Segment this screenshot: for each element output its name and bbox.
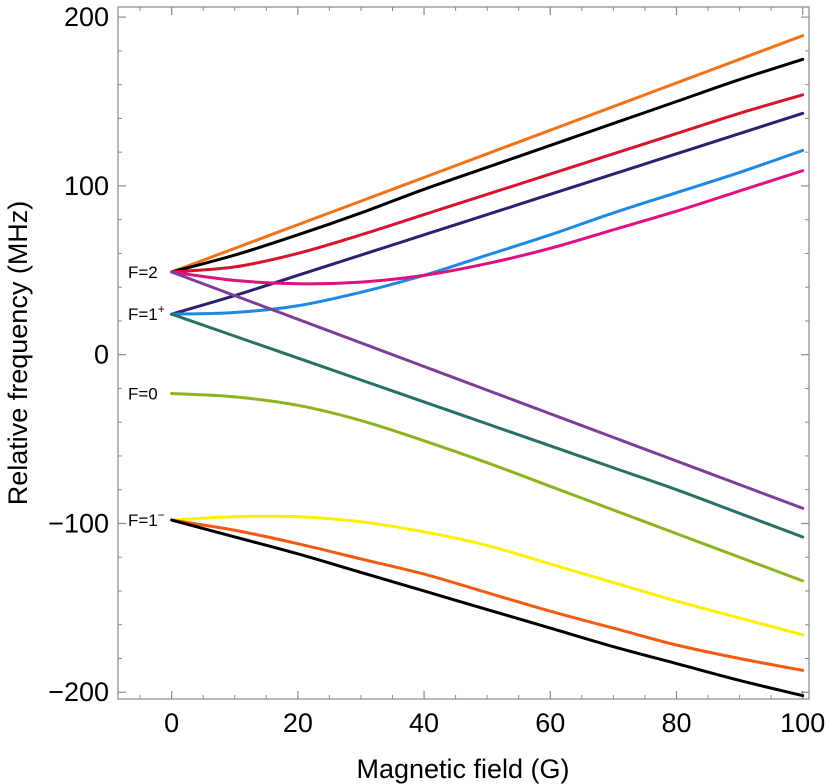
minor-ticks xyxy=(118,7,809,699)
x-tick-label: 40 xyxy=(409,708,439,738)
y-tick-label: 200 xyxy=(64,2,109,32)
x-tick-label: 100 xyxy=(780,708,825,738)
x-tick-label: 80 xyxy=(661,708,691,738)
level-label-2: F=1+ xyxy=(128,302,165,324)
series-line-7 xyxy=(170,270,805,510)
y-axis-title: Relative frequency (MHz) xyxy=(3,201,33,506)
y-tick-label: 0 xyxy=(94,340,109,370)
series-line-9 xyxy=(170,392,805,583)
x-tick-label: 20 xyxy=(283,708,313,738)
series-line-4 xyxy=(170,111,805,316)
major-ticks xyxy=(118,7,809,699)
y-tick-label: −100 xyxy=(48,508,109,538)
level-label-4: F=1− xyxy=(128,508,165,530)
series-line-3 xyxy=(170,93,805,274)
level-label-3: F=0 xyxy=(128,385,158,404)
level-label-superscript: − xyxy=(158,508,165,522)
level-label-superscript: + xyxy=(158,302,165,316)
series-layer xyxy=(170,34,805,698)
series-line-6 xyxy=(170,169,805,286)
series-line-11 xyxy=(170,518,805,672)
series-line-8 xyxy=(170,312,805,539)
series-line-2 xyxy=(170,57,805,274)
x-tick-labels: 0 20 40 60 80 100 xyxy=(164,708,825,738)
x-tick-label: 60 xyxy=(535,708,565,738)
annotation-layer: F=2 F=1+ F=0 F=1− xyxy=(128,263,165,530)
series-line-1 xyxy=(170,34,805,274)
series-line-10 xyxy=(170,514,805,637)
y-tick-labels: −200 −100 0 100 200 xyxy=(48,2,109,707)
level-label-1: F=2 xyxy=(128,263,158,282)
y-tick-label: −200 xyxy=(48,677,109,707)
x-tick-label: 0 xyxy=(164,708,179,738)
x-axis-title: Magnetic field (G) xyxy=(356,754,569,784)
series-line-5 xyxy=(170,148,805,316)
series-line-12 xyxy=(170,518,805,698)
y-tick-label: 100 xyxy=(64,171,109,201)
plot-frame xyxy=(117,6,810,700)
